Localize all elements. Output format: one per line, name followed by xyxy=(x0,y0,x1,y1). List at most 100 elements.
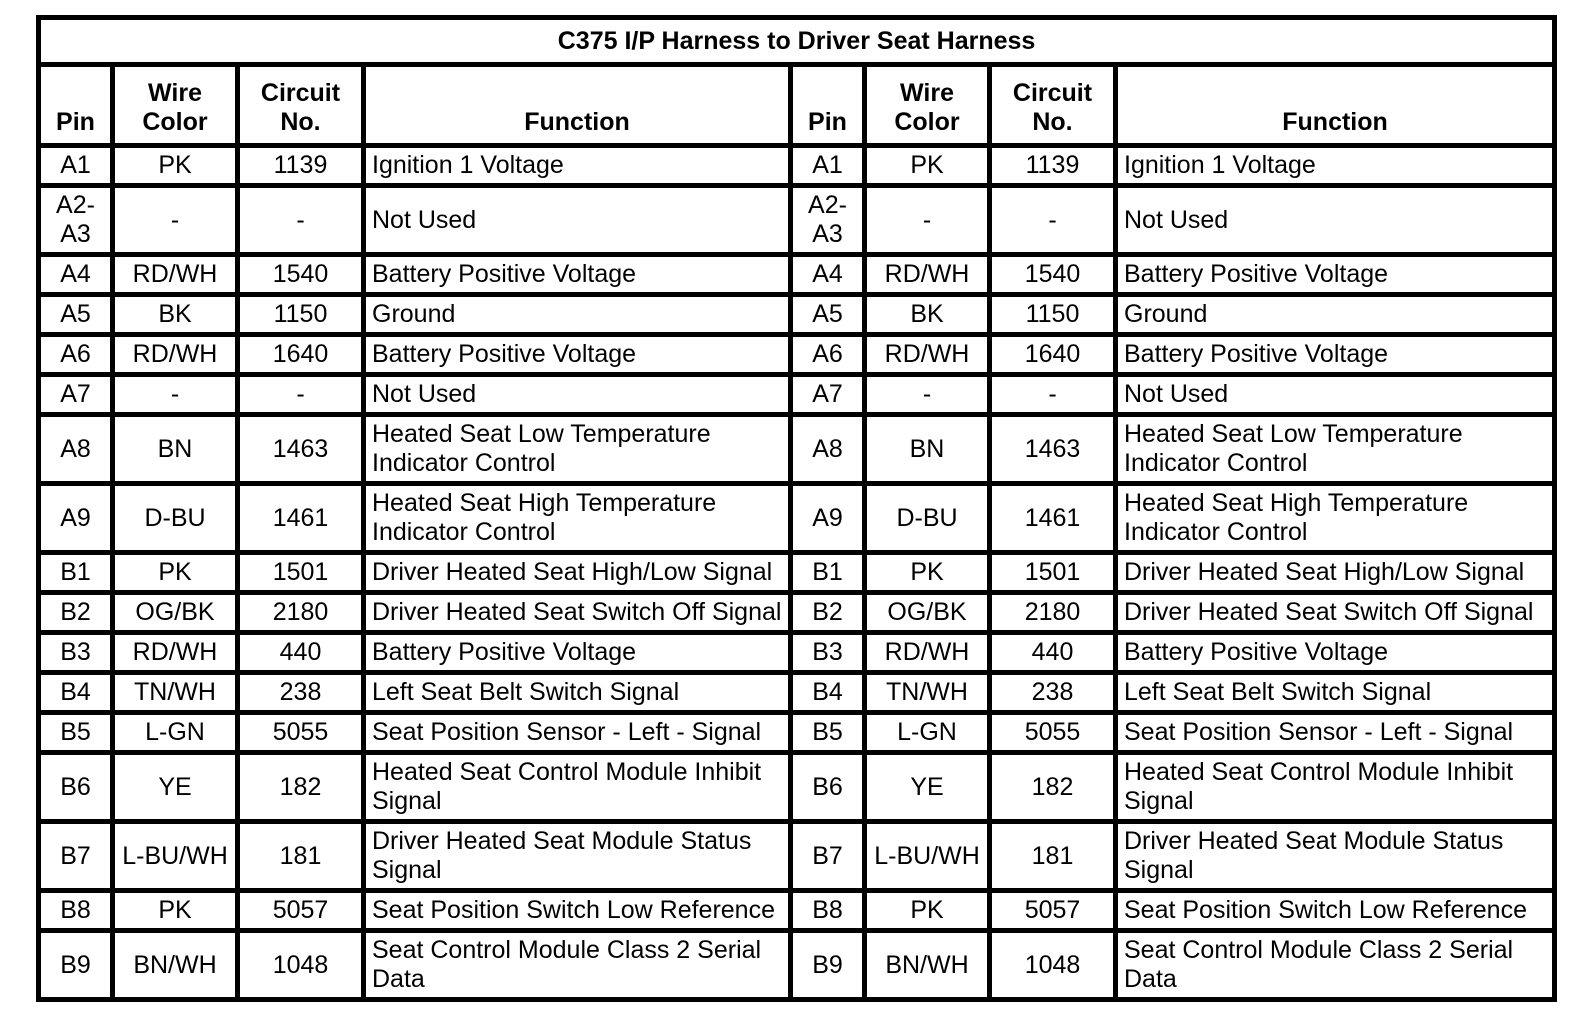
circuit-no-cell-right: 5057 xyxy=(987,888,1118,933)
pin-cell-right: A7 xyxy=(788,372,867,417)
function-cell-left: Heated Seat Control Module Inhibit Signa… xyxy=(361,750,793,824)
function-cell-right: Heated Seat Low Temperature Indicator Co… xyxy=(1112,412,1558,486)
circuit-no-cell-left: - xyxy=(235,372,366,417)
circuit-no-cell-left: 238 xyxy=(235,670,366,715)
wire-color-cell-right: RD/WH xyxy=(862,630,992,675)
function-cell-right: Seat Control Module Class 2 Serial Data xyxy=(1112,928,1558,1002)
header-row: Pin Wire Color Circuit No. Function Pin … xyxy=(36,62,1558,148)
pin-cell-right: B7 xyxy=(788,819,867,893)
pin-cell-left: B7 xyxy=(36,819,115,893)
pin-cell-right: B9 xyxy=(788,928,867,1002)
wire-color-cell-left: D-BU xyxy=(110,481,240,555)
function-cell-left: Driver Heated Seat Switch Off Signal xyxy=(361,590,793,635)
function-cell-left: Not Used xyxy=(361,372,793,417)
wire-color-cell-right: L-GN xyxy=(862,710,992,755)
pin-cell-left: A2- A3 xyxy=(36,183,115,257)
function-cell-right: Battery Positive Voltage xyxy=(1112,252,1558,297)
table-row: B4 TN/WH 238 Left Seat Belt Switch Signa… xyxy=(36,670,1558,715)
wire-color-cell-right: RD/WH xyxy=(862,332,992,377)
function-cell-left: Battery Positive Voltage xyxy=(361,332,793,377)
function-cell-right: Driver Heated Seat Module Status Signal xyxy=(1112,819,1558,893)
pin-cell-left: B4 xyxy=(36,670,115,715)
wire-color-cell-left: RD/WH xyxy=(110,332,240,377)
function-cell-right: Not Used xyxy=(1112,183,1558,257)
pin-cell-right: B8 xyxy=(788,888,867,933)
table-row: A5 BK 1150 Ground A5 BK 1150 Ground xyxy=(36,292,1558,337)
header-circuit-no-right: Circuit No. xyxy=(987,62,1118,148)
wire-color-cell-left: BK xyxy=(110,292,240,337)
harness-pinout-table: C375 I/P Harness to Driver Seat Harness … xyxy=(35,15,1558,1002)
pin-cell-left: B1 xyxy=(36,550,115,595)
table-row: B8 PK 5057 Seat Position Switch Low Refe… xyxy=(36,888,1558,933)
function-cell-right: Heated Seat Control Module Inhibit Signa… xyxy=(1112,750,1558,824)
wire-color-cell-left: PK xyxy=(110,888,240,933)
function-cell-right: Seat Position Sensor - Left - Signal xyxy=(1112,710,1558,755)
function-cell-right: Ignition 1 Voltage xyxy=(1112,143,1558,188)
pin-cell-right: A4 xyxy=(788,252,867,297)
pin-cell-right: A2- A3 xyxy=(788,183,867,257)
pin-cell-right: B3 xyxy=(788,630,867,675)
function-cell-left: Driver Heated Seat High/Low Signal xyxy=(361,550,793,595)
header-wire-color-left: Wire Color xyxy=(110,62,240,148)
circuit-no-cell-left: 1640 xyxy=(235,332,366,377)
function-cell-left: Seat Position Switch Low Reference xyxy=(361,888,793,933)
title-row: C375 I/P Harness to Driver Seat Harness xyxy=(35,15,1558,67)
pin-cell-left: B2 xyxy=(36,590,115,635)
pin-cell-right: A9 xyxy=(788,481,867,555)
wire-color-cell-left: OG/BK xyxy=(110,590,240,635)
pin-cell-left: A7 xyxy=(36,372,115,417)
table-body: A1 PK 1139 Ignition 1 Voltage A1 PK 1139… xyxy=(36,143,1558,1002)
wire-color-cell-left: BN xyxy=(110,412,240,486)
wire-color-cell-left: RD/WH xyxy=(110,630,240,675)
table-row: B9 BN/WH 1048 Seat Control Module Class … xyxy=(36,928,1558,1002)
table-row: A8 BN 1463 Heated Seat Low Temperature I… xyxy=(36,412,1558,486)
circuit-no-cell-left: 182 xyxy=(235,750,366,824)
wire-color-cell-right: YE xyxy=(862,750,992,824)
wire-color-cell-right: - xyxy=(862,183,992,257)
circuit-no-cell-left: 1463 xyxy=(235,412,366,486)
wire-color-cell-left: YE xyxy=(110,750,240,824)
circuit-no-cell-right: - xyxy=(987,183,1118,257)
function-cell-left: Heated Seat Low Temperature Indicator Co… xyxy=(361,412,793,486)
circuit-no-cell-right: 440 xyxy=(987,630,1118,675)
circuit-no-cell-left: 1540 xyxy=(235,252,366,297)
circuit-no-cell-right: 238 xyxy=(987,670,1118,715)
function-cell-left: Ground xyxy=(361,292,793,337)
harness-pinout-page: C375 I/P Harness to Driver Seat Harness … xyxy=(35,15,1558,1002)
pin-cell-left: A5 xyxy=(36,292,115,337)
circuit-no-cell-right: 1463 xyxy=(987,412,1118,486)
pin-cell-left: B8 xyxy=(36,888,115,933)
circuit-no-cell-right: 182 xyxy=(987,750,1118,824)
wire-color-cell-right: BN/WH xyxy=(862,928,992,1002)
circuit-no-cell-right: 1501 xyxy=(987,550,1118,595)
pin-cell-right: B1 xyxy=(788,550,867,595)
circuit-no-cell-right: 181 xyxy=(987,819,1118,893)
pin-cell-right: B5 xyxy=(788,710,867,755)
table-row: A2- A3 - - Not Used A2- A3 - - Not Used xyxy=(36,183,1558,257)
circuit-no-cell-right: 1048 xyxy=(987,928,1118,1002)
pin-cell-right: B6 xyxy=(788,750,867,824)
function-cell-right: Driver Heated Seat High/Low Signal xyxy=(1112,550,1558,595)
circuit-no-cell-right: 1540 xyxy=(987,252,1118,297)
wire-color-cell-right: PK xyxy=(862,888,992,933)
wire-color-cell-left: RD/WH xyxy=(110,252,240,297)
circuit-no-cell-left: 5055 xyxy=(235,710,366,755)
wire-color-cell-right: RD/WH xyxy=(862,252,992,297)
table-row: B3 RD/WH 440 Battery Positive Voltage B3… xyxy=(36,630,1558,675)
table-row: B1 PK 1501 Driver Heated Seat High/Low S… xyxy=(36,550,1558,595)
circuit-no-cell-right: 1461 xyxy=(987,481,1118,555)
pin-cell-left: B5 xyxy=(36,710,115,755)
header-function-right: Function xyxy=(1112,62,1558,148)
pin-cell-right: A8 xyxy=(788,412,867,486)
wire-color-cell-left: TN/WH xyxy=(110,670,240,715)
table-row: B6 YE 182 Heated Seat Control Module Inh… xyxy=(36,750,1558,824)
wire-color-cell-left: L-BU/WH xyxy=(110,819,240,893)
function-cell-left: Seat Position Sensor - Left - Signal xyxy=(361,710,793,755)
function-cell-left: Battery Positive Voltage xyxy=(361,252,793,297)
circuit-no-cell-right: 1139 xyxy=(987,143,1118,188)
function-cell-right: Ground xyxy=(1112,292,1558,337)
function-cell-right: Battery Positive Voltage xyxy=(1112,332,1558,377)
circuit-no-cell-right: - xyxy=(987,372,1118,417)
wire-color-cell-right: PK xyxy=(862,143,992,188)
pin-cell-right: A1 xyxy=(788,143,867,188)
